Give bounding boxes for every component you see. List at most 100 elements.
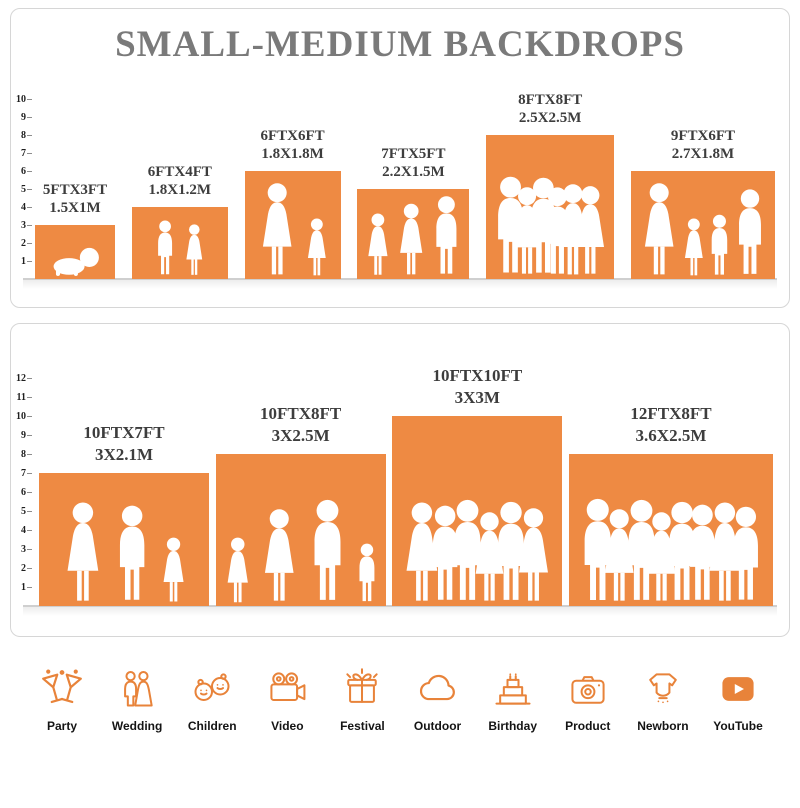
category-label: Wedding [111,719,163,733]
person-silhouette-adult-m [445,497,490,604]
ruler-tickmark [27,260,32,263]
backdrop-rect [392,416,563,606]
category-label: Birthday [488,719,537,733]
backdrop-rect [35,225,115,279]
backdrop-rect [568,454,773,606]
person-silhouette-child-f [363,212,393,277]
backdrop-rect [630,171,775,279]
ruler-tick: 12 [13,373,32,384]
ruler-number: 5 [21,184,26,195]
person-silhouette-adult-m [575,496,621,604]
silhouette-group [631,181,775,277]
ruler-tickmark [27,377,32,380]
ruler-tickmark [27,152,32,155]
size-label-ft: 5FTX3FT [42,181,108,198]
ruler-tickmark [27,510,32,513]
backdrop-rect [39,473,209,606]
size-label-m: 2.7X1.8M [671,146,735,163]
person-silhouette-child [153,219,177,277]
person-silhouette-adult-m [660,499,704,604]
category-newborn: Newborn [629,667,697,733]
person-silhouette-adult-m [725,504,767,604]
ruler-tickmark [27,170,32,173]
backdrop-size-label: 10FTX8FT 3X2.5M [260,403,341,447]
person-silhouette-adult-m [111,503,153,604]
birthday-icon [491,667,535,711]
size-label-m: 3.6X2.5M [635,425,707,445]
category-video: Video [253,667,321,733]
size-label-ft: 9FTX6FT [670,127,736,144]
silhouette-group [486,174,614,277]
backdrop-rect [244,171,341,279]
size-label-ft: 12FTX8FT [630,403,712,423]
bottom-bars-row: 10FTX7FT 3X2.1M 10FTX8FT 3X2.5M 10FTX10FT 3X3… [39,365,773,606]
person-silhouette-adult-f [59,500,107,604]
silhouette-group [569,496,773,604]
ruler-tick: 3 [13,220,32,231]
ruler-number: 4 [21,525,26,536]
backdrop-bar-5ftx3ft: 5FTX3FT 1.5X1M [35,181,115,279]
ruler-number: 1 [21,582,26,593]
top-bar-shadow [23,280,777,289]
category-label: Newborn [637,719,689,733]
backdrop-bar-10ftx8ft: 10FTX8FT 3X2.5M [215,403,386,606]
ruler-number: 3 [21,544,26,555]
category-children: Children [178,667,246,733]
category-product: Product [554,667,622,733]
size-label-ft: 7FTX5FT [381,145,446,162]
party-icon [40,667,84,711]
person-silhouette-adult-f [257,507,302,604]
size-label-ft: 10FTX8FT [260,403,342,423]
ruler-tick: 4 [13,525,32,536]
person-silhouette-adult-m [305,497,350,604]
ruler-tickmark [27,242,32,245]
size-label-m: 2.5X2.5M [518,110,582,127]
ruler-number: 3 [21,220,26,231]
person-silhouette-adult-f [640,510,683,604]
bottom-baseline [23,605,777,607]
backdrop-size-label: 5FTX3FT 1.5X1M [43,181,107,219]
outdoor-icon [416,667,460,711]
backdrop-size-label: 8FTX8FT 2.5X2.5M [518,91,582,129]
person-silhouette-adult-f [637,181,681,277]
ruler-tick: 5 [13,506,32,517]
ruler-number: 1 [21,256,26,267]
ruler-tick: 6 [13,166,32,177]
category-label: Party [46,719,78,733]
ruler-number: 9 [21,430,26,441]
category-wedding: Wedding [103,667,171,733]
backdrop-bar-10ftx10ft: 10FTX10FT 3X3M [392,365,563,606]
ruler-tickmark [27,586,32,589]
size-label-ft: 10FTX7FT [83,422,165,442]
ruler-tickmark [27,98,32,101]
backdrop-size-label: 6FTX6FT 1.8X1.8M [261,127,325,165]
ruler-tick: 1 [13,582,32,593]
person-silhouette-adult-f [468,510,511,604]
ruler-tickmark [27,206,32,209]
backdrop-bar-8ftx8ft: 8FTX8FT 2.5X2.5M [486,91,615,279]
newborn-icon [641,667,685,711]
ruler-tick: 10 [13,411,32,422]
size-label-ft: 10FTX10FT [432,365,523,385]
backdrop-rect [486,135,615,279]
ruler-tick: 3 [13,544,32,555]
person-silhouette-adult-f [569,184,612,277]
ruler-number: 5 [21,506,26,517]
person-silhouette-adult-f [398,500,446,604]
ruler-number: 6 [21,487,26,498]
size-label-ft: 8FTX8FT [518,91,583,108]
person-silhouette-adult-m [429,194,464,277]
ruler-tickmark [27,491,32,494]
ruler-tick: 2 [13,238,32,249]
top-bars-row: 5FTX3FT 1.5X1M 6FTX4FT 1.8X1.2M 6FTX6FT 1.8X1… [35,91,775,279]
size-label-m: 1.5X1M [49,200,101,217]
video-icon [265,667,309,711]
ruler-tick: 9 [13,430,32,441]
ruler-number: 9 [21,112,26,123]
ruler-tickmark [27,453,32,456]
person-silhouette-child [706,213,733,277]
backdrop-rect [131,207,228,279]
backdrop-bar-9ftx6ft: 9FTX6FT 2.7X1.8M [630,127,775,279]
bottom-bar-shadow [23,607,777,616]
person-silhouette-child-f [303,217,331,277]
